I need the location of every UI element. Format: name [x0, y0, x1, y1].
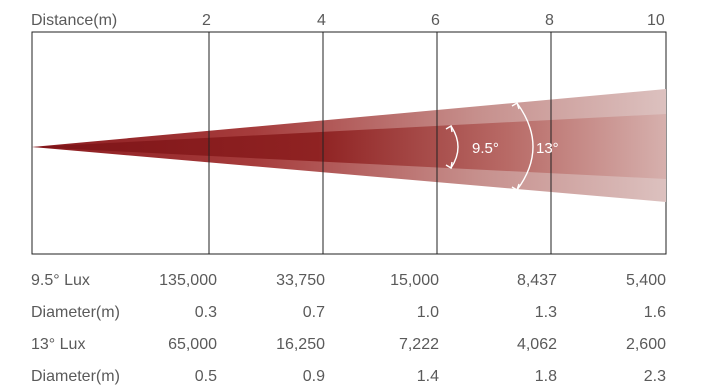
row-label-narrow-lux: 9.5° Lux [31, 272, 90, 289]
table-cell: 16,250 [276, 336, 325, 353]
wide-angle-arrow [511, 101, 534, 192]
table-cell: 2.3 [643, 368, 666, 385]
row-label-wide-lux: 13° Lux [31, 336, 86, 353]
table-cell: 15,000 [390, 272, 439, 289]
table-cell: 1.6 [643, 304, 666, 321]
distance-tick-8: 8 [545, 12, 554, 29]
table-cell: 0.9 [302, 368, 325, 385]
distance-tick-6: 6 [431, 12, 440, 29]
row-label-narrow-diameter: Diameter(m) [31, 304, 120, 321]
table-cell: 4,062 [516, 336, 557, 353]
distance-header-label: Distance(m) [31, 12, 118, 29]
distance-tick-4: 4 [317, 12, 326, 29]
table-cell: 1.4 [416, 368, 439, 385]
wide-angle-label: 13° [536, 140, 559, 157]
table-cell: 2,600 [625, 336, 666, 353]
table-cell: 0.7 [302, 304, 325, 321]
table-cell: 0.3 [194, 304, 217, 321]
table-cell: 7,222 [398, 336, 439, 353]
beam-narrow-9-5deg [32, 114, 666, 179]
table-cell: 1.0 [416, 304, 439, 321]
table-cell: 5,400 [625, 272, 666, 289]
table-cell: 1.3 [534, 304, 557, 321]
distance-tick-10: 10 [647, 12, 665, 29]
table-cell: 0.5 [194, 368, 217, 385]
narrow-angle-arrow [445, 124, 459, 170]
table-cell: 1.8 [534, 368, 557, 385]
table-cell: 135,000 [159, 272, 217, 289]
row-label-wide-diameter: Diameter(m) [31, 368, 120, 385]
distance-tick-2: 2 [202, 12, 211, 29]
table-cell: 33,750 [276, 272, 325, 289]
narrow-angle-label: 9.5° [472, 140, 499, 157]
table-cell: 8,437 [516, 272, 557, 289]
table-cell: 65,000 [168, 336, 217, 353]
